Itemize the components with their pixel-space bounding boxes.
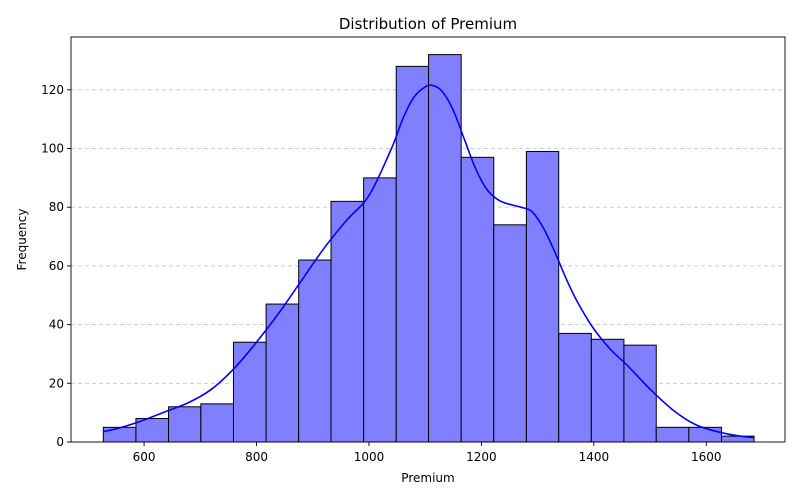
y-tick-label: 0: [56, 435, 64, 449]
x-axis-title: Premium: [401, 471, 454, 485]
histogram-bar: [525, 150, 560, 443]
y-tick-label: 40: [49, 318, 64, 332]
histogram-bar: [623, 344, 657, 443]
histogram-bar: [395, 65, 430, 443]
x-tick-label: 800: [245, 450, 268, 464]
y-axis-ticks: 0 20 40 60 80 100 120: [41, 83, 71, 449]
x-tick-label: 1000: [354, 450, 385, 464]
plot-area-frame: [70, 36, 786, 443]
y-tick-label: 20: [49, 376, 64, 390]
y-tick-label: 120: [41, 83, 64, 97]
y-axis-title: Frequency: [15, 209, 29, 271]
histogram-bar: [655, 426, 690, 443]
kde-curve: [102, 84, 755, 439]
y-tick-label: 60: [49, 259, 64, 273]
histogram-bar: [168, 406, 202, 443]
histogram-bar: [330, 200, 365, 443]
x-tick-label: 1400: [579, 450, 610, 464]
histogram-bar: [298, 259, 332, 443]
histogram-bars: [102, 54, 755, 443]
histogram-bar: [428, 54, 462, 443]
histogram-bar: [460, 156, 495, 443]
x-tick-label: 1600: [691, 450, 722, 464]
histogram-bar: [232, 341, 267, 443]
histogram-bar: [590, 338, 625, 443]
histogram-bar: [363, 177, 397, 443]
y-tick-label: 80: [49, 200, 64, 214]
y-tick-label: 100: [41, 142, 64, 156]
histogram-bar: [493, 224, 527, 443]
histogram-bar: [102, 426, 137, 443]
histogram-bar: [688, 426, 722, 443]
histogram-bar: [558, 332, 592, 443]
x-tick-label: 1200: [466, 450, 497, 464]
histogram-bar: [135, 418, 170, 443]
histogram-bar: [265, 303, 300, 443]
x-axis-ticks: 600 800 1000 1200 1400 1600: [133, 442, 722, 464]
x-tick-label: 600: [133, 450, 156, 464]
histogram-bar: [200, 403, 234, 443]
chart-title: Distribution of Premium: [339, 15, 517, 33]
